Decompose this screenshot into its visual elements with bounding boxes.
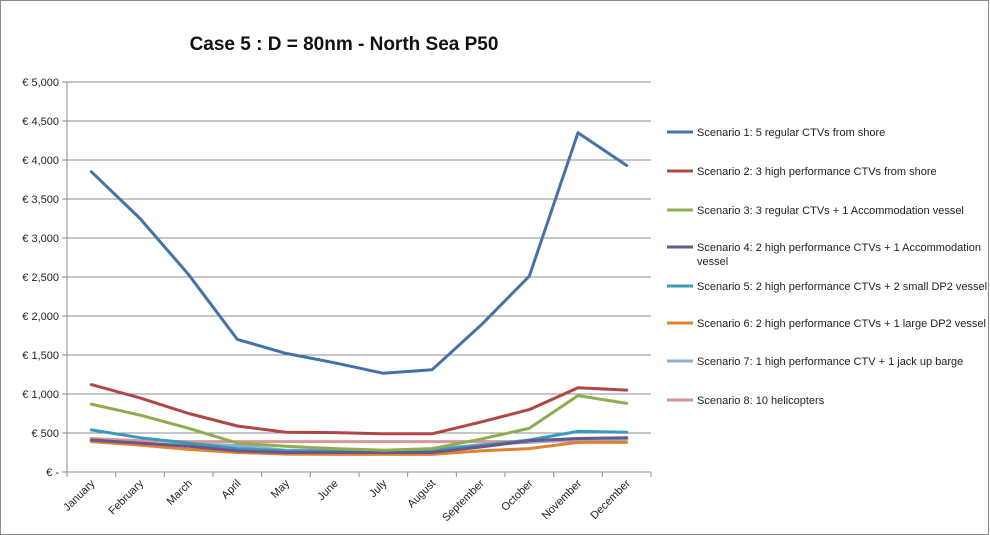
series-line-4 xyxy=(89,436,629,454)
y-tick-label: € 2,000 xyxy=(22,311,59,323)
y-tick-label: € 2,500 xyxy=(22,272,59,284)
y-tick-label: € 500 xyxy=(31,428,59,440)
legend-label-2: Scenario 2: 3 high performance CTVs from… xyxy=(697,166,937,178)
legend-label-5: Scenario 5: 2 high performance CTVs + 2 … xyxy=(697,281,987,293)
legend-label-1: Scenario 1: 5 regular CTVs from shore xyxy=(697,127,885,139)
legend-label-7: Scenario 7: 1 high performance CTV + 1 j… xyxy=(697,356,963,368)
legend-label-3: Scenario 3: 3 regular CTVs + 1 Accommoda… xyxy=(697,205,964,217)
legend: Scenario 1: 5 regular CTVs from shore Sce… xyxy=(667,127,987,407)
gridlines xyxy=(67,81,651,473)
legend-label-4: Scenario 4: 2 high performance CTVs + 1 … xyxy=(697,242,981,268)
chart-title: Case 5 : D = 80nm - North Sea P50 xyxy=(190,34,499,55)
series-line-2 xyxy=(89,383,629,436)
series-line-3 xyxy=(89,394,629,452)
legend-label-8: Scenario 8: 10 helicopters xyxy=(697,395,825,407)
series-lines xyxy=(89,131,629,456)
y-tick-label: € 4,000 xyxy=(22,155,59,167)
y-tick-label: € 5,000 xyxy=(22,77,59,89)
y-tick-label: € 4,500 xyxy=(22,116,59,128)
y-tick-label: € 3,500 xyxy=(22,194,59,206)
y-tick-label: € 3,000 xyxy=(22,233,59,245)
y-tick-label: € - xyxy=(46,467,59,479)
series-line-6 xyxy=(89,440,629,456)
y-tick-label: € 1,500 xyxy=(22,350,59,362)
y-tick-label: € 1,000 xyxy=(22,389,59,401)
legend-label-6: Scenario 6: 2 high performance CTVs + 1 … xyxy=(697,318,986,330)
series-line-1 xyxy=(89,131,629,375)
